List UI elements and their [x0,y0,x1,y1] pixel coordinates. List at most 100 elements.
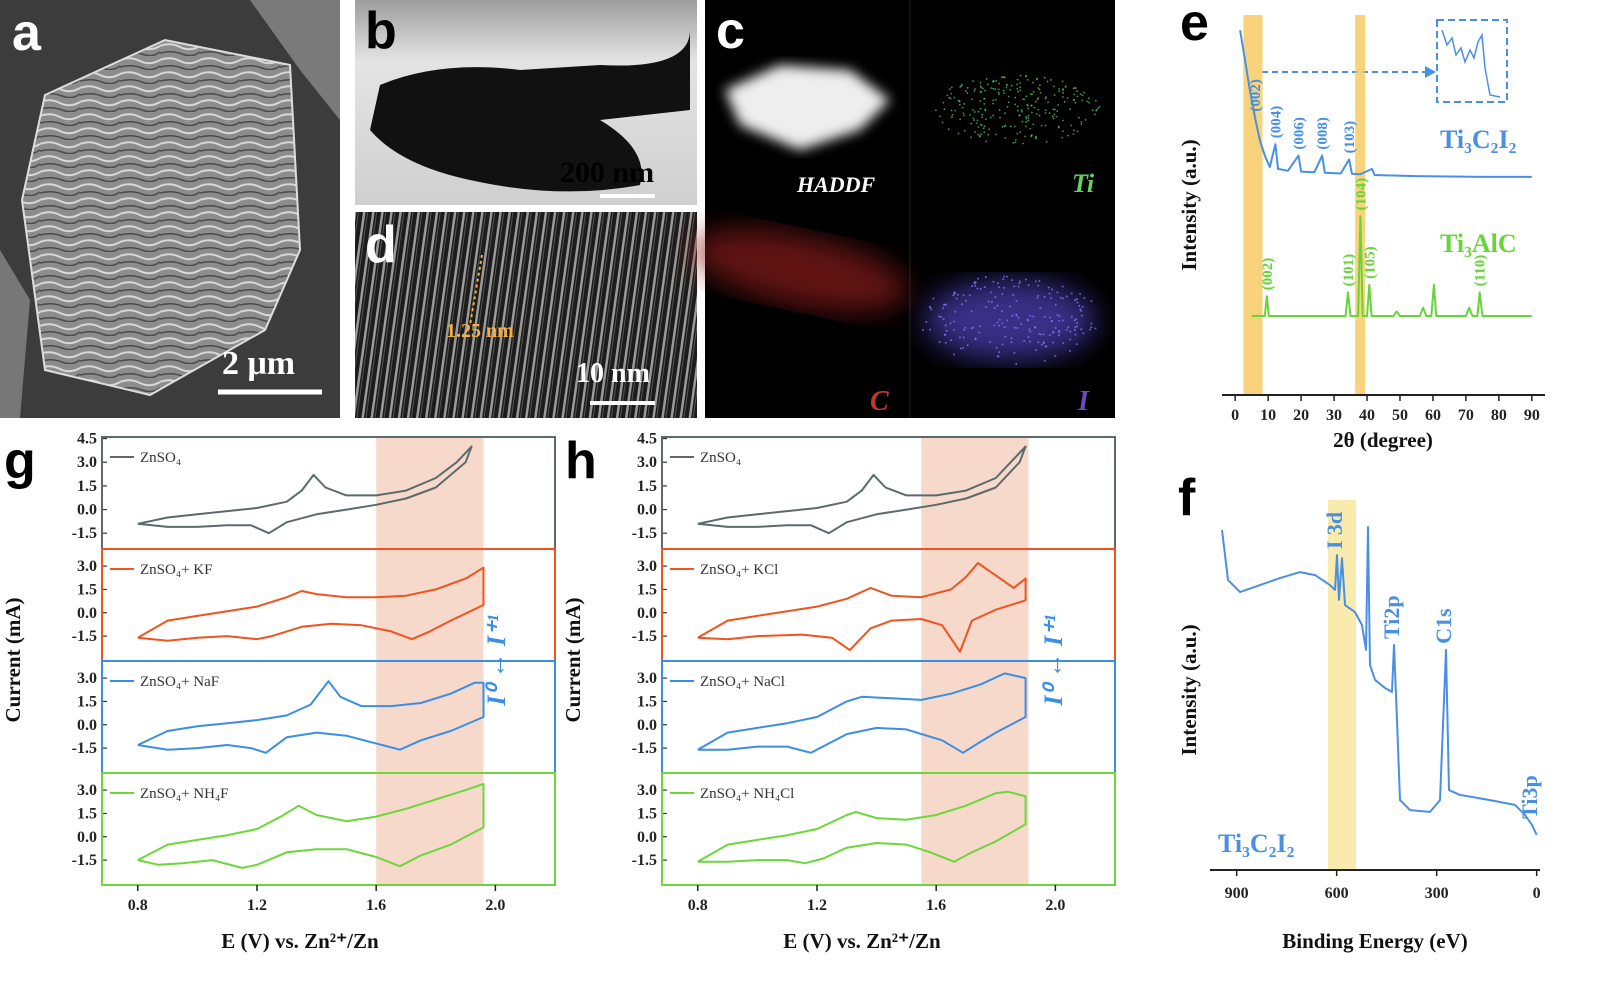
ti-signal [1030,134,1033,137]
i-signal [1013,351,1016,354]
i-signal [1054,354,1057,357]
ti-signal [983,97,986,100]
i-signal [1039,333,1042,336]
ti-signal [1057,104,1059,106]
i-signal [944,303,947,306]
i-signal [949,322,952,325]
i-signal [1015,299,1018,302]
ti-signal [1073,93,1076,96]
ti-signal [1056,110,1059,113]
ti-signal [1058,90,1061,92]
ti-signal [1052,117,1055,120]
ti-signal [972,109,974,111]
legend-label: ZnSO₄+ KF [140,562,212,578]
i-signal [945,329,948,332]
i-signal [1073,328,1076,331]
ti-signal [1079,93,1082,96]
i-signal [1013,285,1016,288]
spacing-label: 1.25 nm [446,320,514,342]
ti-signal [950,109,953,112]
ti-signal [950,92,953,95]
ti-signal [998,109,1001,111]
i-signal [1040,343,1043,346]
i-signal [960,303,963,306]
ti-signal [1010,84,1013,87]
ti-signal [982,87,984,90]
i-signal [1080,314,1083,317]
ti-signal [979,81,982,84]
i-signal [1061,319,1064,322]
i-signal [1049,316,1052,319]
ti-signal [941,121,944,124]
y-tick-label: 1.5 [637,693,657,710]
i-signal [1065,328,1068,331]
ti-signal [1005,84,1008,87]
ti-signal [985,78,988,80]
ti-signal [1053,94,1056,97]
y-tick-label: -1.5 [632,525,657,542]
ti-signal [1012,141,1015,144]
peak-label: I 3d [1322,512,1347,549]
redox-annotation: I⁰ ↔ I⁺¹ [482,614,511,706]
x-tick-label: 70 [1458,407,1474,424]
particle [370,30,690,192]
ti-signal [1016,78,1019,81]
ti-signal [1091,109,1094,112]
particle [20,38,302,397]
ti-signal [969,113,971,116]
ti-signal [989,116,992,119]
i-signal [1048,292,1051,295]
i-signal [1037,294,1040,297]
ti-signal [980,86,983,89]
xrd-inset [1262,19,1508,103]
ti-signal [974,131,977,134]
ti-signal [1048,112,1051,114]
i-signal [1002,278,1005,281]
peak-label: (103) [1342,121,1358,154]
ti-signal [943,108,946,110]
ti-signal [1020,109,1023,111]
i-signal [953,353,956,356]
i-signal [929,306,932,309]
ti-signal [1038,114,1041,117]
ti-signal [1038,88,1041,91]
ti-signal [1032,81,1034,84]
i-signal [1070,292,1073,295]
i-signal [993,306,996,309]
ti-signal [1017,109,1019,112]
data-line [697,672,1027,754]
ti-signal [1001,76,1003,79]
i-signal [1034,280,1037,283]
peak-label: (004) [1268,106,1284,139]
x-axis-label: E (V) vs. Zn²⁺/Zn [221,929,379,953]
subplot-frame [661,772,1116,886]
ti-signal [992,114,994,117]
ti-signal [985,140,987,143]
i-signal [938,340,941,343]
x-tick-label: 0 [1231,407,1239,424]
ti-signal [1074,87,1077,89]
x-tick-label: 60 [1425,407,1441,424]
i-signal [979,288,982,291]
haadf-particle [725,65,890,150]
i-signal [944,324,947,327]
i-signal [973,282,976,285]
i-signal [1052,330,1055,333]
i-signal [996,355,999,358]
ti-signal [1073,129,1075,132]
legend-label: ZnSO₄+ KCl [700,562,778,578]
y-tick-label: 0.0 [637,717,657,734]
i-signal [1062,342,1065,345]
i-signal [1047,286,1050,289]
i-signal [1044,345,1047,348]
ti-signal [1045,96,1047,98]
i-signal [953,291,956,294]
ti-signal [1036,78,1038,81]
ti-signal [951,114,954,116]
i-signal [950,339,953,342]
image-background [355,212,697,418]
series-label: Ti₃C₂I₂ [1440,125,1517,154]
data-line [137,566,485,642]
i-signal [1012,294,1015,297]
ti-signal [1003,92,1005,94]
